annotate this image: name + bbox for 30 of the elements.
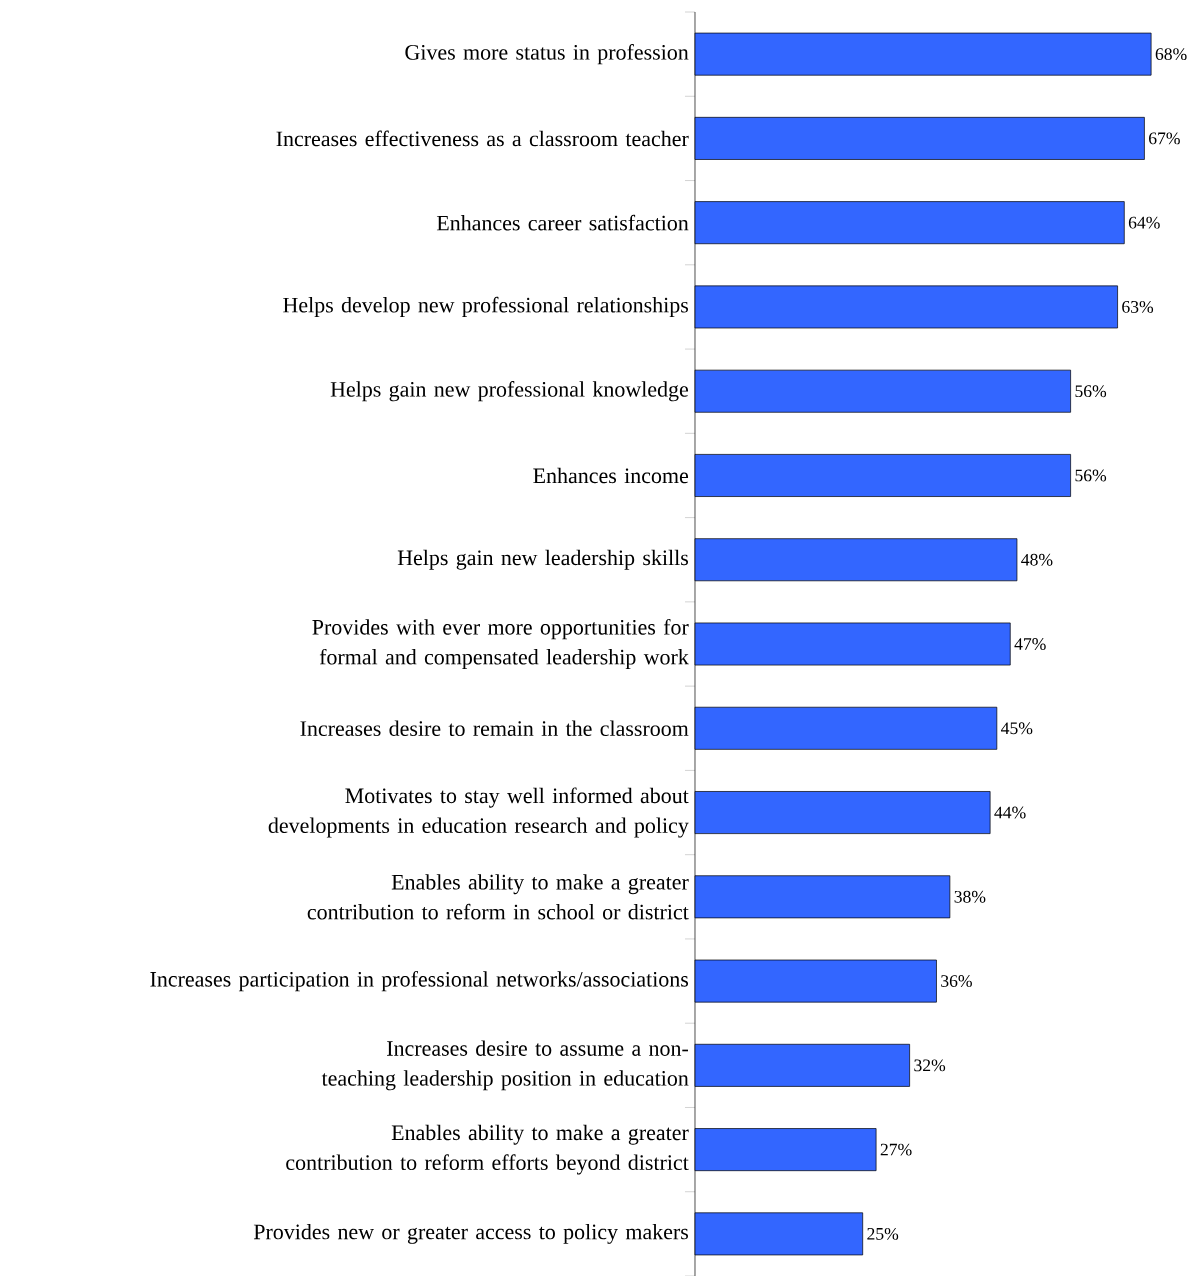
y-tick-label: Provides new or greater access to policy makers [253, 1223, 689, 1244]
y-tick-label: Increases effectiveness as a classroom teacher [276, 130, 689, 147]
y-tick-label: Increases participation in professional networks/associations [150, 971, 689, 992]
y-tick-label: Enables ability to make a greater contribution to reform efforts beyond district [286, 1124, 689, 1175]
data-label: 67% [1149, 132, 1180, 145]
data-label: 36% [941, 975, 972, 988]
y-tick-label: Increases desire to assume a non-teaching leadership position in education [321, 1040, 689, 1091]
data-label: 63% [1122, 300, 1154, 313]
data-label: 48% [1021, 553, 1053, 566]
y-tick-label: Helps gain new leadership skills [397, 549, 688, 570]
y-tick-label: Gives more status in profession [405, 44, 689, 65]
y-tick-label: Helps gain new professional knowledge [330, 381, 689, 402]
data-label: 44% [994, 806, 1026, 819]
y-tick-label: Enables ability to make a greater contribution to reform in school or district [307, 874, 689, 920]
data-label: 68% [1155, 48, 1187, 61]
data-label: 56% [1075, 469, 1107, 482]
y-tick-label: Motivates to stay well informed about developments in education research and policy [268, 787, 689, 838]
data-label: 56% [1075, 385, 1107, 398]
data-label: 45% [1001, 722, 1033, 735]
data-label: 32% [914, 1059, 946, 1072]
data-label: 27% [880, 1143, 912, 1156]
data-label: 47% [1014, 638, 1046, 650]
data-label: 38% [954, 890, 986, 903]
y-tick-label: Enhances career satisfaction [436, 214, 689, 231]
y-tick-label: Increases desire to remain in the classroom [300, 720, 689, 737]
data-label: 64% [1128, 216, 1160, 229]
data-label: 25% [867, 1227, 899, 1240]
y-tick-label: Enhances income [533, 467, 689, 484]
y-tick-label: Provides with ever more opportunities for formal and compensated leadership work [312, 619, 689, 670]
y-tick-label: Helps develop new professional relationships [283, 296, 689, 318]
